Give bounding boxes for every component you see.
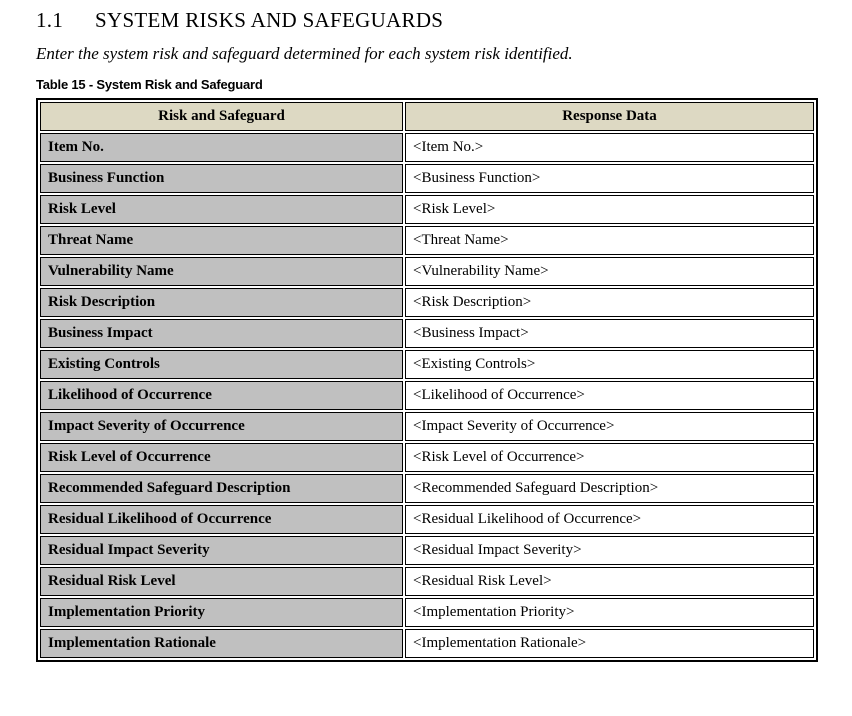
table-row: Residual Likelihood of Occurrence <Residu…	[40, 504, 814, 534]
row-value-placeholder: <Residual Risk Level>	[405, 566, 814, 596]
table-row: Recommended Safeguard Description <Recomm…	[40, 473, 814, 503]
row-label: Vulnerability Name	[40, 256, 403, 286]
table-row: Threat Name <Threat Name>	[40, 225, 814, 255]
row-value-placeholder: <Risk Level of Occurrence>	[405, 442, 814, 472]
row-label: Impact Severity of Occurrence	[40, 411, 403, 441]
section-number: 1.1	[36, 8, 64, 32]
row-label: Residual Impact Severity	[40, 535, 403, 565]
row-label: Risk Level	[40, 194, 403, 224]
row-value-placeholder: <Vulnerability Name>	[405, 256, 814, 286]
row-label: Existing Controls	[40, 349, 403, 379]
row-value-placeholder: <Recommended Safeguard Description>	[405, 473, 814, 503]
row-value-placeholder: <Business Impact>	[405, 318, 814, 348]
row-value-placeholder: <Impact Severity of Occurrence>	[405, 411, 814, 441]
row-value-placeholder: <Risk Level>	[405, 194, 814, 224]
document-page: 1.1 SYSTEM RISKS AND SAFEGUARDS Enter the…	[36, 8, 818, 662]
table-header-row: Risk and Safeguard Response Data	[40, 101, 814, 131]
row-value-placeholder: <Residual Impact Severity>	[405, 535, 814, 565]
row-label: Risk Description	[40, 287, 403, 317]
row-value-placeholder: <Implementation Rationale>	[405, 628, 814, 658]
header-response-data: Response Data	[405, 101, 814, 131]
risk-safeguard-table: Risk and Safeguard Response Data Item No…	[36, 97, 818, 662]
table-row: Impact Severity of Occurrence <Impact Sev…	[40, 411, 814, 441]
instruction-text: Enter the system risk and safeguard dete…	[36, 44, 573, 64]
table-row: Residual Impact Severity <Residual Impact…	[40, 535, 814, 565]
row-value-placeholder: <Business Function>	[405, 163, 814, 193]
table-caption: Table 15 - System Risk and Safeguard	[36, 76, 263, 92]
table-row: Risk Level of Occurrence <Risk Level of O…	[40, 442, 814, 472]
row-label: Residual Likelihood of Occurrence	[40, 504, 403, 534]
row-label: Threat Name	[40, 225, 403, 255]
row-label: Recommended Safeguard Description	[40, 473, 403, 503]
row-label: Likelihood of Occurrence	[40, 380, 403, 410]
table-row: Implementation Priority <Implementation P…	[40, 597, 814, 627]
row-value-placeholder: <Existing Controls>	[405, 349, 814, 379]
table-row: Risk Description <Risk Description>	[40, 287, 814, 317]
row-label: Business Impact	[40, 318, 403, 348]
section-title: SYSTEM RISKS AND SAFEGUARDS	[95, 8, 444, 32]
row-value-placeholder: <Residual Likelihood of Occurrence>	[405, 504, 814, 534]
row-label: Risk Level of Occurrence	[40, 442, 403, 472]
header-risk-and-safeguard: Risk and Safeguard	[40, 101, 403, 131]
row-value-placeholder: <Risk Description>	[405, 287, 814, 317]
row-value-placeholder: <Implementation Priority>	[405, 597, 814, 627]
section-heading: 1.1 SYSTEM RISKS AND SAFEGUARDS	[36, 8, 818, 33]
row-value-placeholder: <Threat Name>	[405, 225, 814, 255]
table-row: Business Impact <Business Impact>	[40, 318, 814, 348]
row-value-placeholder: <Item No.>	[405, 132, 814, 162]
row-label: Implementation Rationale	[40, 628, 403, 658]
table-row: Existing Controls <Existing Controls>	[40, 349, 814, 379]
table-row: Implementation Rationale <Implementation …	[40, 628, 814, 658]
table-row: Business Function <Business Function>	[40, 163, 814, 193]
row-label: Item No.	[40, 132, 403, 162]
table-row: Risk Level <Risk Level>	[40, 194, 814, 224]
table-row: Likelihood of Occurrence <Likelihood of O…	[40, 380, 814, 410]
row-label: Implementation Priority	[40, 597, 403, 627]
row-label: Residual Risk Level	[40, 566, 403, 596]
table-row: Residual Risk Level <Residual Risk Level>	[40, 566, 814, 596]
row-value-placeholder: <Likelihood of Occurrence>	[405, 380, 814, 410]
table-row: Vulnerability Name <Vulnerability Name>	[40, 256, 814, 286]
table-row: Item No. <Item No.>	[40, 132, 814, 162]
row-label: Business Function	[40, 163, 403, 193]
